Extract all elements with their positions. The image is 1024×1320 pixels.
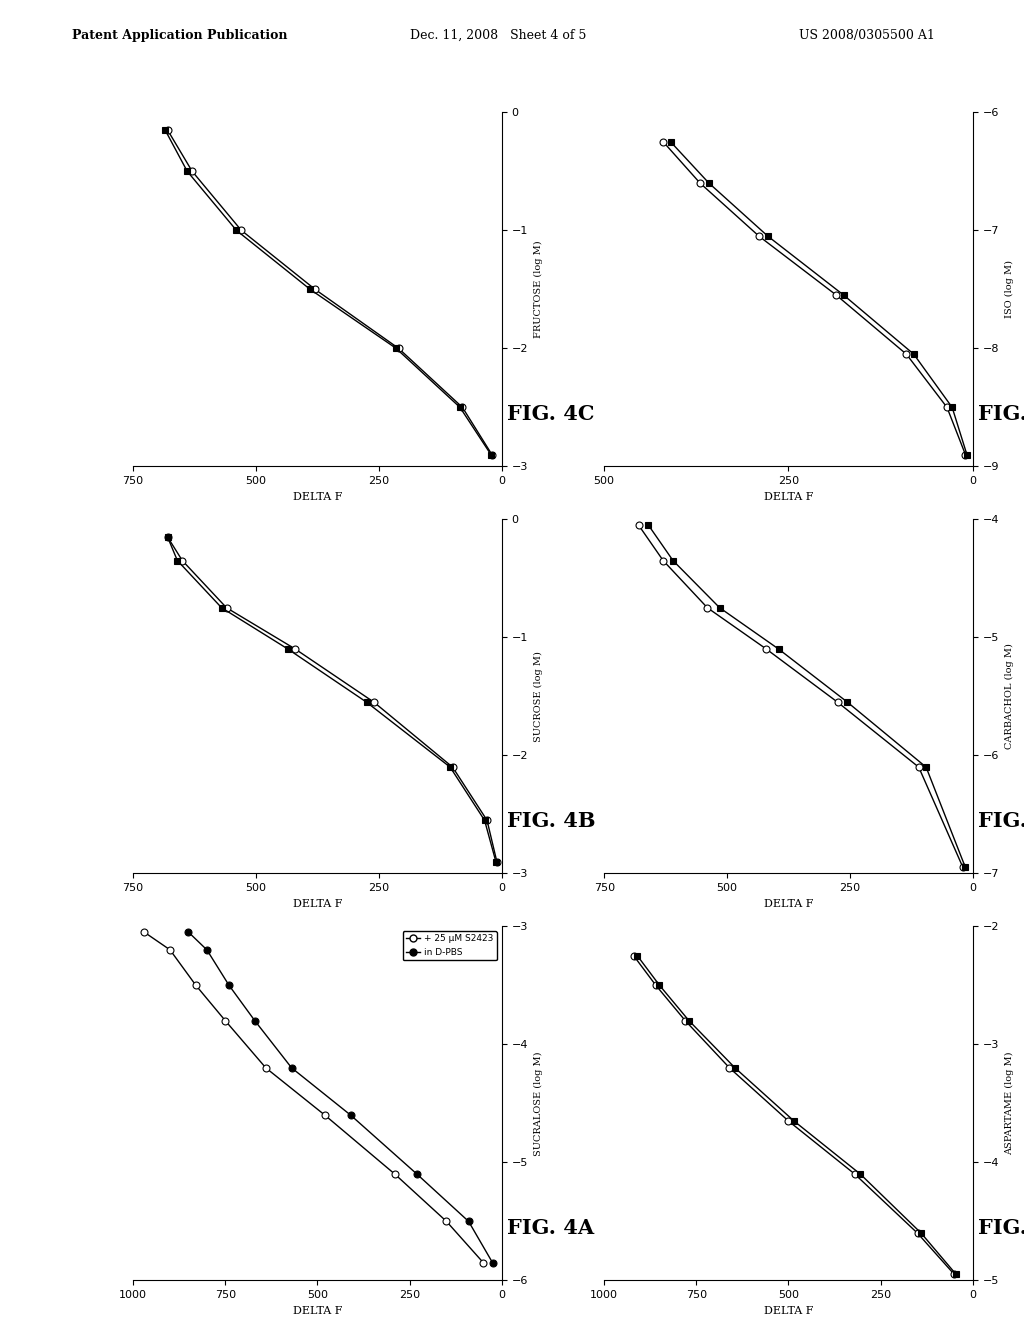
X-axis label: DELTA F: DELTA F — [293, 1305, 342, 1316]
Text: FIG. 4B: FIG. 4B — [507, 810, 595, 830]
Text: US 2008/0305500 A1: US 2008/0305500 A1 — [799, 29, 935, 42]
X-axis label: DELTA F: DELTA F — [293, 491, 342, 502]
Y-axis label: SUCRALOSE (log M): SUCRALOSE (log M) — [534, 1051, 543, 1155]
Text: FIG. 4C: FIG. 4C — [507, 404, 594, 424]
X-axis label: DELTA F: DELTA F — [764, 899, 813, 908]
Text: FIG. 4F: FIG. 4F — [978, 404, 1024, 424]
Y-axis label: CARBACHOL (log M): CARBACHOL (log M) — [1005, 643, 1014, 750]
Text: Dec. 11, 2008   Sheet 4 of 5: Dec. 11, 2008 Sheet 4 of 5 — [410, 29, 586, 42]
X-axis label: DELTA F: DELTA F — [764, 491, 813, 502]
X-axis label: DELTA F: DELTA F — [293, 899, 342, 908]
Text: FIG. 4A: FIG. 4A — [507, 1218, 594, 1238]
Text: FIG. 4E: FIG. 4E — [978, 810, 1024, 830]
Text: Patent Application Publication: Patent Application Publication — [72, 29, 287, 42]
Y-axis label: SUCROSE (log M): SUCROSE (log M) — [534, 651, 543, 742]
Text: FIG. 4D: FIG. 4D — [978, 1218, 1024, 1238]
X-axis label: DELTA F: DELTA F — [764, 1305, 813, 1316]
Y-axis label: ISO (log M): ISO (log M) — [1005, 260, 1014, 318]
Legend: + 25 μM S2423, in D-PBS: + 25 μM S2423, in D-PBS — [402, 931, 498, 961]
Y-axis label: FRUCTOSE (log M): FRUCTOSE (log M) — [534, 240, 543, 338]
Y-axis label: ASPARTAME (log M): ASPARTAME (log M) — [1005, 1052, 1014, 1155]
